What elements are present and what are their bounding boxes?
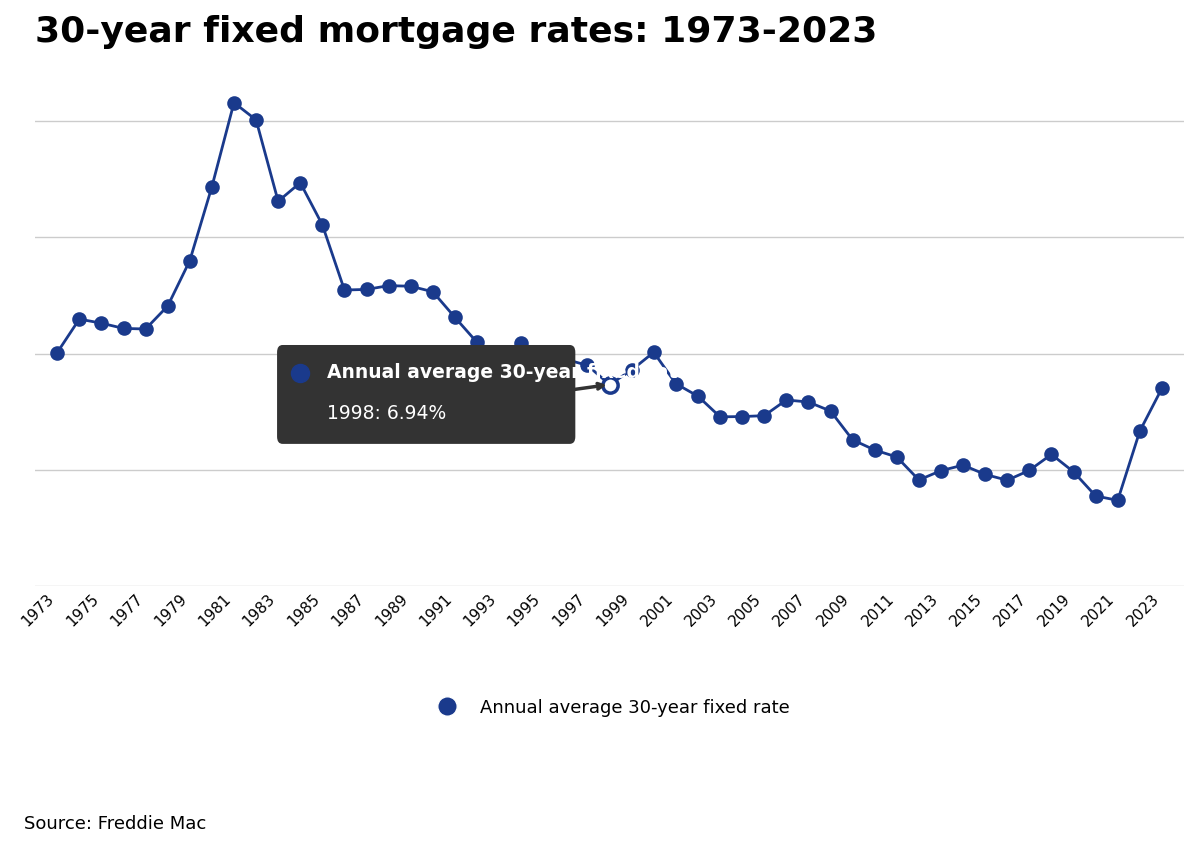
FancyBboxPatch shape [277,345,576,444]
Text: 1998: 6.94%: 1998: 6.94% [327,404,446,423]
Text: 30-year fixed mortgage rates: 1973-2023: 30-year fixed mortgage rates: 1973-2023 [35,15,878,49]
Text: Source: Freddie Mac: Source: Freddie Mac [24,815,206,833]
Legend: Annual average 30-year fixed rate: Annual average 30-year fixed rate [422,691,797,724]
Text: Annual average 30-year fixed rate: Annual average 30-year fixed rate [327,363,689,382]
